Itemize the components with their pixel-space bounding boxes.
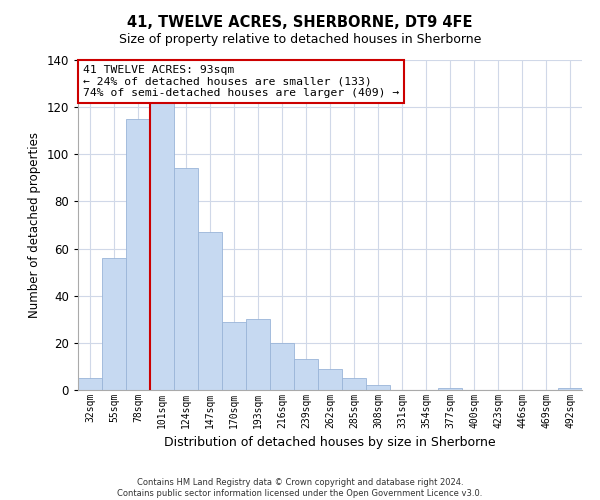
Bar	[318, 369, 342, 390]
Bar	[294, 360, 318, 390]
Bar	[78, 378, 102, 390]
Y-axis label: Number of detached properties: Number of detached properties	[28, 132, 41, 318]
Bar	[222, 322, 246, 390]
Text: Contains HM Land Registry data © Crown copyright and database right 2024.
Contai: Contains HM Land Registry data © Crown c…	[118, 478, 482, 498]
Bar	[150, 76, 174, 390]
Bar	[438, 388, 462, 390]
Bar	[102, 258, 126, 390]
Bar	[558, 388, 582, 390]
X-axis label: Distribution of detached houses by size in Sherborne: Distribution of detached houses by size …	[164, 436, 496, 450]
Text: 41, TWELVE ACRES, SHERBORNE, DT9 4FE: 41, TWELVE ACRES, SHERBORNE, DT9 4FE	[127, 15, 473, 30]
Bar	[174, 168, 198, 390]
Bar	[246, 320, 270, 390]
Text: Size of property relative to detached houses in Sherborne: Size of property relative to detached ho…	[119, 32, 481, 46]
Bar	[366, 386, 390, 390]
Bar	[198, 232, 222, 390]
Text: 41 TWELVE ACRES: 93sqm
← 24% of detached houses are smaller (133)
74% of semi-de: 41 TWELVE ACRES: 93sqm ← 24% of detached…	[83, 65, 399, 98]
Bar	[342, 378, 366, 390]
Bar	[126, 119, 150, 390]
Bar	[270, 343, 294, 390]
